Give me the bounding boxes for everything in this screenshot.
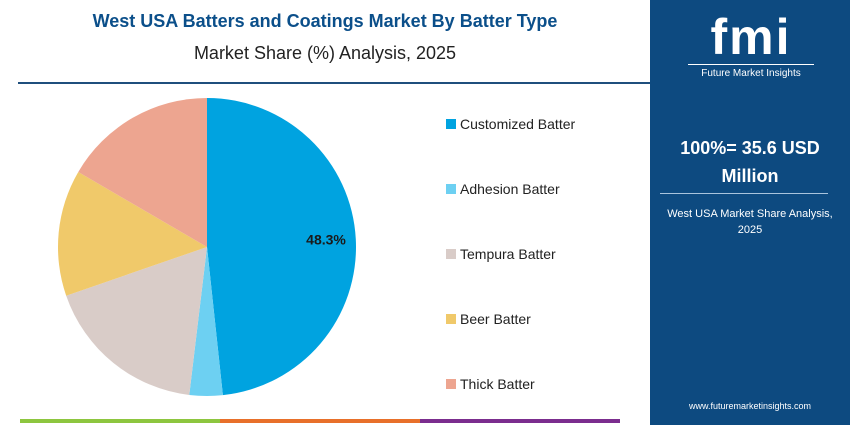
market-total-line1: 100%= 35.6 USD: [680, 138, 820, 158]
logo-mark: fmi: [710, 9, 792, 65]
website-url: www.futuremarketinsights.com: [688, 401, 812, 411]
pie-slice-customized-batter: [207, 98, 357, 396]
title-divider: [18, 82, 650, 84]
market-total: 100%= 35.6 USD Million: [650, 134, 850, 190]
legend-item: Beer Batter: [446, 310, 531, 328]
fmi-logo: fmi Future Market Insights: [676, 8, 826, 80]
pie-slice-thick-batter: [78, 98, 207, 247]
legend-label: Beer Batter: [460, 310, 531, 327]
market-total-line2: Million: [721, 166, 779, 186]
sidebar-divider: [660, 193, 828, 194]
legend-label: Thick Batter: [460, 375, 535, 392]
legend-swatch: [446, 313, 456, 324]
pie-chart: 48.3%: [57, 98, 357, 396]
logo-subtext: Future Market Insights: [701, 68, 801, 79]
pie-slice-adhesion-batter: [189, 247, 223, 396]
legend-item: Tempura Batter: [446, 245, 556, 263]
legend-label: Adhesion Batter: [460, 180, 560, 197]
pie-data-label: 48.3%: [306, 231, 346, 247]
sidebar-description-line2: 2025: [737, 224, 763, 236]
legend-swatch: [446, 248, 456, 259]
legend-swatch: [446, 378, 456, 389]
chart-title: West USA Batters and Coatings Market By …: [92, 11, 558, 31]
legend-item: Thick Batter: [446, 375, 535, 393]
sidebar-description-line1: West USA Market Share Analysis,: [667, 208, 833, 220]
pie-slice-tempura-batter: [66, 247, 207, 395]
bottom-bar-segment: [220, 419, 420, 423]
pie-slice-beer-batter: [57, 171, 207, 296]
legend-swatch: [446, 183, 456, 194]
logo-divider: [688, 64, 814, 65]
legend-item: Customized Batter: [446, 115, 575, 133]
legend-label: Customized Batter: [460, 115, 576, 132]
bottom-bar-segment: [20, 419, 220, 423]
legend-swatch: [446, 118, 456, 129]
sidebar-description: West USA Market Share Analysis, 2025: [650, 206, 850, 238]
chart-subtitle: Market Share (%) Analysis, 2025: [193, 43, 457, 63]
legend-label: Tempura Batter: [460, 245, 556, 262]
sidebar-panel: fmi Future Market Insights 100%= 35.6 US…: [650, 0, 850, 425]
bottom-bar-segment: [420, 419, 620, 423]
legend-item: Adhesion Batter: [446, 180, 560, 198]
